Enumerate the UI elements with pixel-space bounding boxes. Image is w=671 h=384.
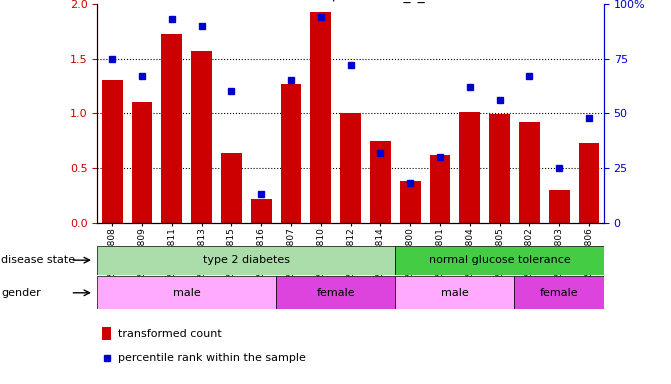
Bar	[221, 153, 242, 223]
Bar	[340, 113, 361, 223]
Bar	[97, 246, 395, 275]
Text: type 2 diabetes: type 2 diabetes	[203, 255, 290, 265]
Text: female: female	[540, 288, 578, 298]
Bar	[549, 190, 570, 223]
Bar	[103, 327, 111, 340]
Bar	[280, 84, 301, 223]
Text: normal glucose tolerance: normal glucose tolerance	[429, 255, 570, 265]
Text: male: male	[441, 288, 469, 298]
Text: disease state: disease state	[1, 255, 75, 265]
Bar	[132, 103, 152, 223]
Bar	[311, 12, 331, 223]
Bar	[578, 143, 599, 223]
Text: gender: gender	[1, 288, 41, 298]
Title: GDS3883 / 1552481_s_at: GDS3883 / 1552481_s_at	[263, 0, 438, 3]
Bar	[460, 112, 480, 223]
Bar	[161, 35, 183, 223]
Bar	[191, 51, 212, 223]
Bar	[97, 276, 276, 309]
Bar	[429, 155, 450, 223]
Bar	[489, 114, 510, 223]
Bar	[276, 276, 395, 309]
Bar	[370, 141, 391, 223]
Text: male: male	[173, 288, 201, 298]
Bar	[400, 181, 421, 223]
Bar	[395, 246, 604, 275]
Bar	[102, 81, 123, 223]
Bar	[515, 276, 604, 309]
Text: transformed count: transformed count	[117, 329, 221, 339]
Bar	[251, 199, 272, 223]
Bar	[519, 122, 540, 223]
Text: percentile rank within the sample: percentile rank within the sample	[117, 353, 305, 362]
Bar	[395, 276, 515, 309]
Text: female: female	[317, 288, 355, 298]
